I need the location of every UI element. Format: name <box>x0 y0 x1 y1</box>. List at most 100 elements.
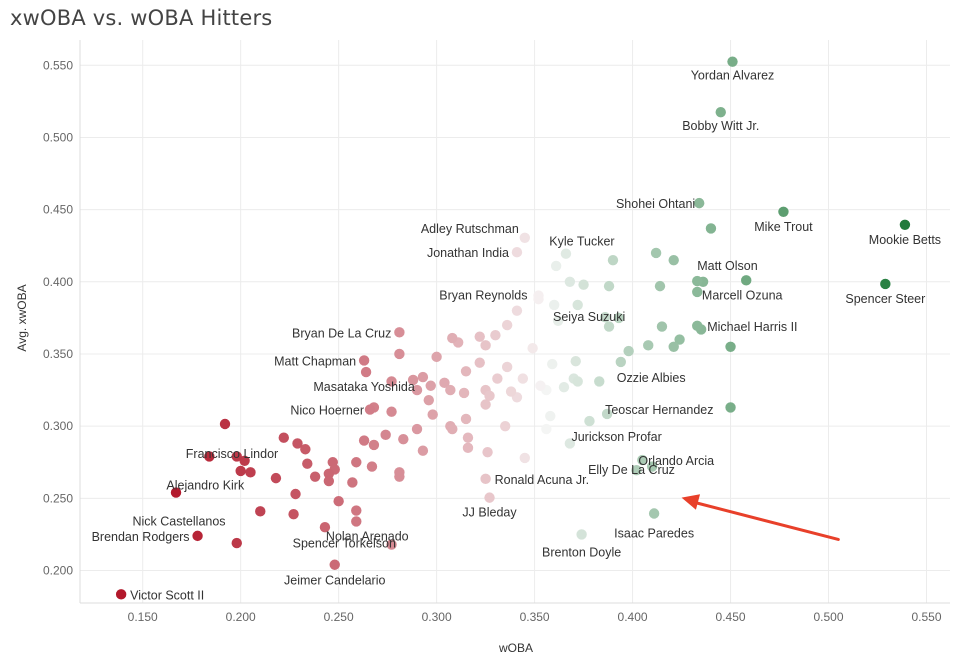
data-point[interactable] <box>333 496 344 507</box>
data-point[interactable] <box>570 355 581 367</box>
data-point[interactable] <box>366 461 378 472</box>
data-point[interactable] <box>292 438 303 449</box>
data-point[interactable] <box>613 312 625 324</box>
data-point[interactable] <box>474 331 485 342</box>
data-point[interactable] <box>545 410 556 422</box>
data-point[interactable] <box>623 345 634 357</box>
data-point[interactable] <box>309 471 321 482</box>
data-point[interactable] <box>425 380 436 391</box>
data-point[interactable] <box>527 343 538 354</box>
data-point[interactable] <box>351 457 362 468</box>
labeled-data-point[interactable] <box>899 219 911 230</box>
data-point[interactable] <box>511 305 523 316</box>
data-point[interactable] <box>547 358 558 370</box>
data-point[interactable] <box>386 539 397 550</box>
labeled-data-point[interactable] <box>631 464 642 476</box>
labeled-data-point[interactable] <box>484 492 495 503</box>
data-point[interactable] <box>423 394 434 406</box>
labeled-data-point[interactable] <box>360 366 372 378</box>
data-point[interactable] <box>380 429 391 441</box>
data-point[interactable] <box>394 348 405 360</box>
data-point[interactable] <box>439 377 450 389</box>
data-point[interactable] <box>572 376 583 387</box>
data-point[interactable] <box>564 276 576 288</box>
labeled-data-point[interactable] <box>715 106 726 118</box>
data-point[interactable] <box>398 433 409 445</box>
data-point[interactable] <box>245 467 256 478</box>
data-point[interactable] <box>501 361 513 373</box>
labeled-data-point[interactable] <box>692 275 703 287</box>
data-point[interactable] <box>656 321 668 332</box>
data-point[interactable] <box>535 380 546 391</box>
data-point[interactable] <box>474 357 485 368</box>
labeled-data-point[interactable] <box>329 559 340 570</box>
data-point[interactable] <box>492 373 503 384</box>
labeled-data-point[interactable] <box>115 589 127 600</box>
data-point[interactable] <box>462 432 474 443</box>
data-point[interactable] <box>480 399 491 410</box>
data-point[interactable] <box>517 373 529 384</box>
labeled-data-point[interactable] <box>351 505 362 516</box>
data-point[interactable] <box>323 468 335 479</box>
data-point[interactable] <box>705 223 717 234</box>
labeled-data-point[interactable] <box>351 516 362 527</box>
data-point[interactable] <box>550 260 562 272</box>
data-point[interactable] <box>231 451 242 462</box>
data-point[interactable] <box>603 321 615 332</box>
data-point[interactable] <box>368 439 380 451</box>
data-point[interactable] <box>417 445 429 456</box>
data-point[interactable] <box>646 461 658 472</box>
data-point[interactable] <box>278 432 289 443</box>
data-point[interactable] <box>482 446 493 458</box>
data-point[interactable] <box>323 475 335 487</box>
data-point[interactable] <box>407 374 419 386</box>
data-point[interactable] <box>643 340 654 351</box>
data-point[interactable] <box>548 299 560 311</box>
data-point[interactable] <box>270 472 282 484</box>
data-point[interactable] <box>650 247 662 259</box>
data-point[interactable] <box>578 279 589 290</box>
data-point[interactable] <box>417 371 429 383</box>
data-point[interactable] <box>235 465 246 477</box>
data-point[interactable] <box>564 438 576 449</box>
data-point[interactable] <box>394 471 405 482</box>
data-point[interactable] <box>427 409 438 420</box>
labeled-data-point[interactable] <box>880 278 891 290</box>
labeled-data-point[interactable] <box>615 356 627 368</box>
data-point[interactable] <box>386 376 397 387</box>
labeled-data-point[interactable] <box>480 473 491 485</box>
labeled-data-point[interactable] <box>170 487 182 498</box>
data-point[interactable] <box>541 423 552 435</box>
data-point[interactable] <box>490 330 501 341</box>
labeled-data-point[interactable] <box>364 404 376 415</box>
data-point[interactable] <box>552 315 564 326</box>
data-point[interactable] <box>358 435 370 446</box>
labeled-data-point[interactable] <box>204 451 215 462</box>
data-point[interactable] <box>594 376 605 387</box>
labeled-data-point[interactable] <box>778 206 789 217</box>
labeled-data-point[interactable] <box>727 56 738 67</box>
data-point[interactable] <box>447 332 458 344</box>
data-point[interactable] <box>607 254 619 266</box>
data-point[interactable] <box>654 280 666 292</box>
labeled-data-point[interactable] <box>358 355 370 366</box>
data-point[interactable] <box>347 477 358 488</box>
data-point[interactable] <box>668 254 679 266</box>
data-point[interactable] <box>501 319 513 331</box>
data-point[interactable] <box>460 413 472 425</box>
labeled-data-point[interactable] <box>637 454 648 466</box>
data-point[interactable] <box>572 299 583 311</box>
data-point[interactable] <box>290 488 301 500</box>
labeled-data-point[interactable] <box>519 232 530 243</box>
data-point[interactable] <box>255 506 266 517</box>
data-point[interactable] <box>411 384 423 396</box>
data-point[interactable] <box>558 381 570 393</box>
labeled-data-point[interactable] <box>219 418 231 430</box>
labeled-data-point[interactable] <box>692 320 703 332</box>
labeled-data-point[interactable] <box>741 275 752 286</box>
labeled-data-point[interactable] <box>599 311 611 323</box>
labeled-data-point[interactable] <box>693 197 705 209</box>
labeled-data-point[interactable] <box>601 408 613 420</box>
data-point[interactable] <box>500 420 511 432</box>
data-point[interactable] <box>668 341 679 352</box>
